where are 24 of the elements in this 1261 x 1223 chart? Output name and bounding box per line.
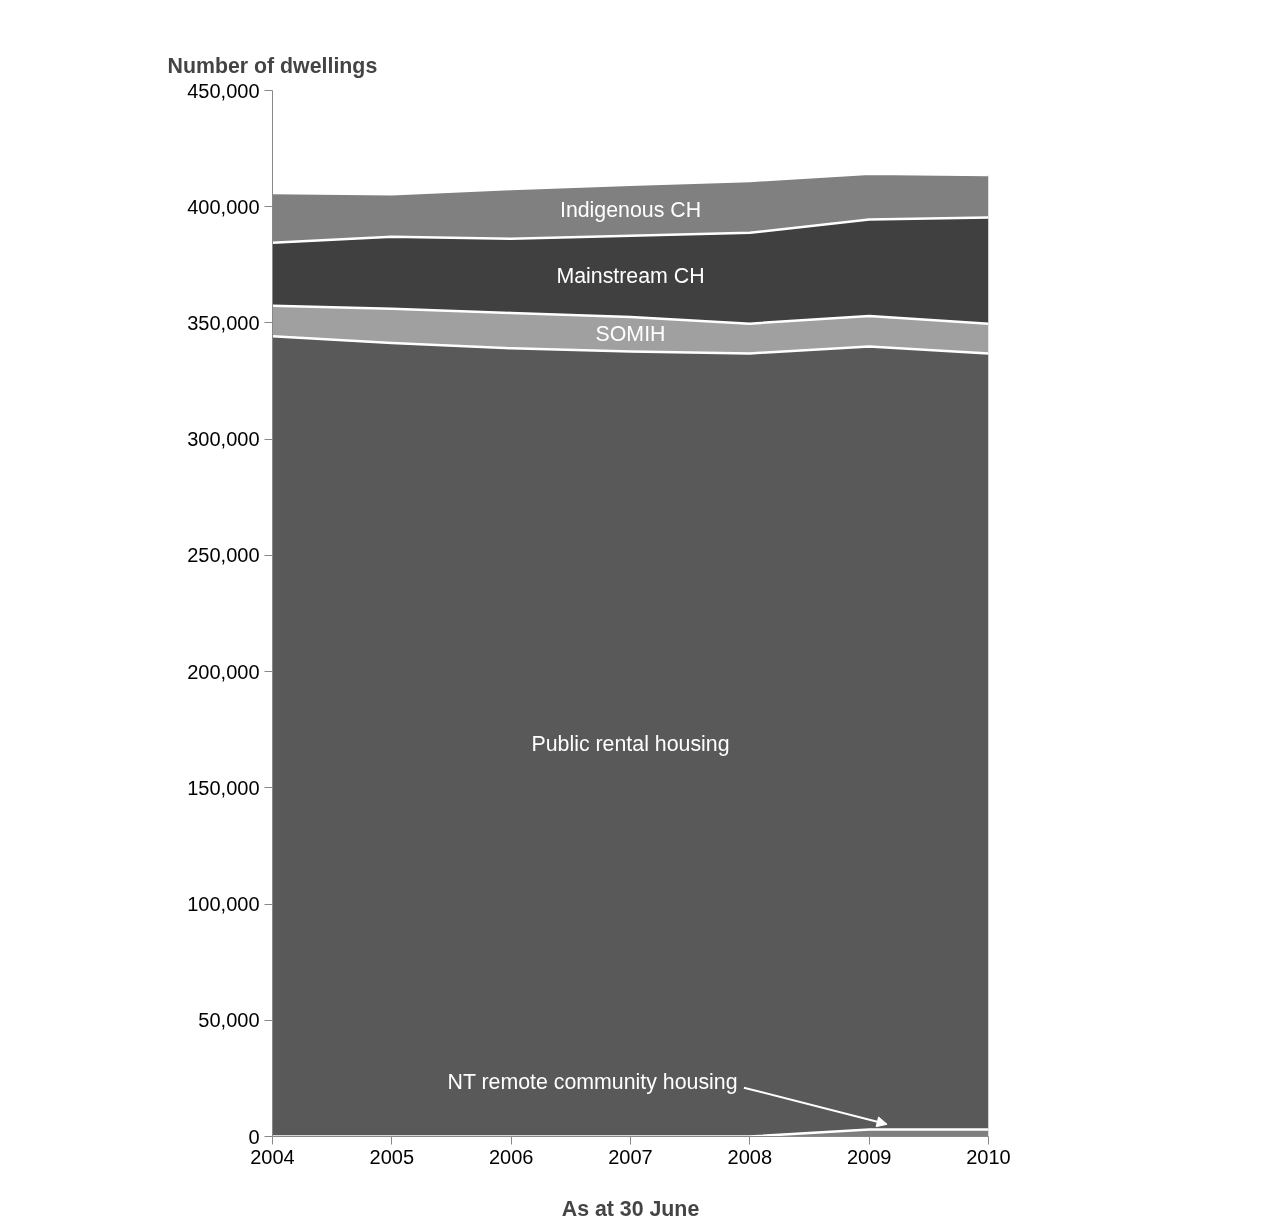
x-tick-label: 2007	[608, 1145, 653, 1168]
y-tick-label: 50,000	[198, 1009, 260, 1032]
x-tick-label: 2008	[727, 1145, 773, 1168]
x-tick-label: 2009	[846, 1145, 892, 1168]
y-tick-label: 300,000	[187, 428, 260, 451]
series-label: Indigenous CH	[559, 198, 702, 223]
x-axis-title: As at 30 June	[561, 1196, 700, 1221]
y-tick-label: 150,000	[187, 776, 260, 799]
x-tick-label: 2004	[250, 1145, 295, 1168]
y-tick-label: 400,000	[187, 195, 260, 218]
y-tick-label: 350,000	[187, 311, 260, 334]
y-tick-label: 0	[248, 1125, 260, 1148]
x-tick-label: 2006	[488, 1145, 534, 1168]
series-label: SOMIH	[595, 322, 666, 347]
x-tick-label: 2010	[966, 1145, 1011, 1168]
x-tick-label: 2005	[369, 1145, 415, 1168]
series-label: Mainstream CH	[556, 264, 705, 289]
y-tick-label: 450,000	[187, 79, 260, 102]
y-tick-label: 100,000	[187, 893, 260, 916]
series-label: Public rental housing	[531, 732, 730, 757]
y-tick-label: 200,000	[187, 660, 260, 683]
y-tick-label: 250,000	[187, 544, 260, 567]
chart-title: Number of dwellings	[167, 54, 378, 78]
series-label: NT remote community housing	[447, 1070, 738, 1095]
